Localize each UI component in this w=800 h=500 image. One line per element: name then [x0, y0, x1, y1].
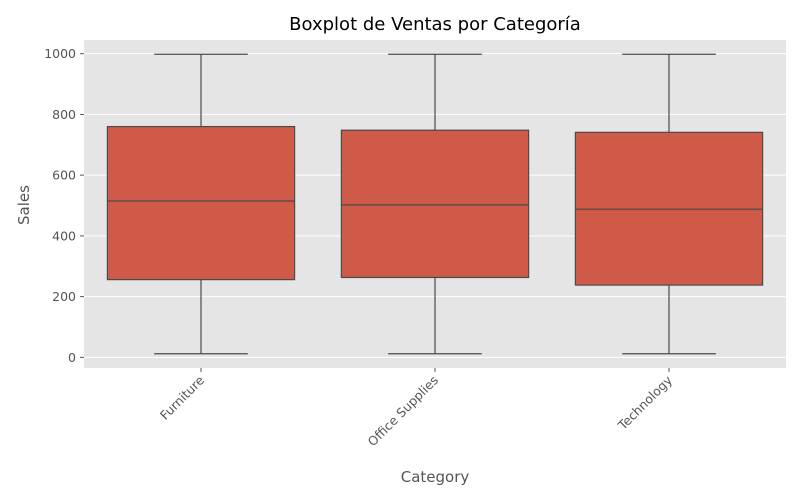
chart-title: Boxplot de Ventas por Categoría	[289, 14, 581, 35]
x-tick-label: Furniture	[157, 372, 208, 423]
y-tick-label: 600	[52, 168, 76, 183]
x-tick-label: Office Supplies	[365, 373, 442, 450]
box-office-supplies	[340, 53, 530, 355]
y-tick-label: 400	[52, 228, 76, 243]
y-axis-ticks: 0 200 400 600 800 1000	[44, 46, 84, 365]
box-technology	[574, 53, 764, 355]
iqr-box	[340, 129, 530, 279]
y-tick-label: 0	[68, 350, 76, 365]
x-axis-label: Category	[401, 468, 470, 486]
x-axis-ticks: Furniture Office Supplies Technology	[157, 368, 676, 449]
y-tick-label: 800	[52, 107, 76, 122]
iqr-box	[106, 125, 296, 281]
y-tick-label: 1000	[44, 46, 76, 61]
boxes	[106, 53, 764, 355]
y-tick-label: 200	[52, 289, 76, 304]
box-furniture	[106, 53, 296, 355]
x-tick-label: Technology	[614, 372, 675, 433]
y-axis-label: Sales	[15, 185, 33, 225]
